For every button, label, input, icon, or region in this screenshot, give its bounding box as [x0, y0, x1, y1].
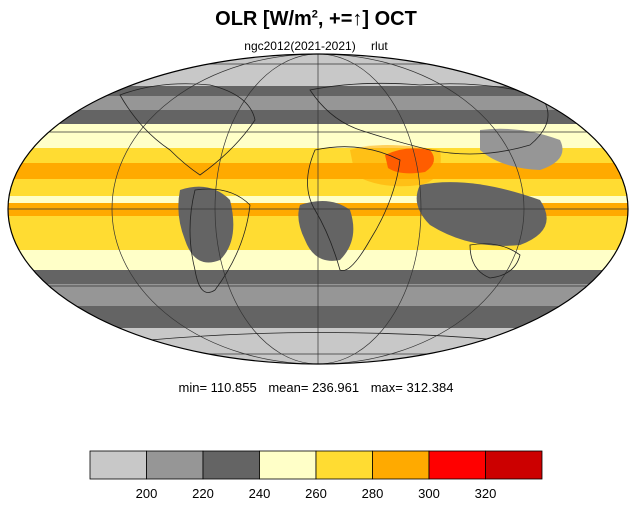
title-text: OLR [W/m: [215, 8, 312, 30]
colorbar-swatch: [146, 450, 204, 480]
australia: [469, 243, 521, 279]
title-superscript: 2: [311, 8, 318, 21]
subtitle-source: ngc2012(2021-2021): [244, 39, 356, 53]
africa: [307, 146, 401, 272]
antarctica: [149, 332, 501, 341]
colorbar-swatch: [372, 450, 430, 480]
stat-max: max= 312.384: [370, 380, 454, 395]
maritime-convection: [416, 182, 547, 246]
meridian-line: [111, 54, 525, 364]
stat-min: min= 110.855: [178, 380, 257, 395]
subtitle-variable: rlut: [371, 39, 388, 53]
sahara-warm: [350, 145, 441, 187]
up-arrow-icon: ↑: [352, 8, 363, 30]
colorbar-tick-label: 320: [474, 486, 497, 501]
colorbar-swatch: [259, 450, 317, 480]
colorbar-tick-label: 220: [192, 486, 214, 501]
stat-mean: mean= 236.961: [268, 380, 360, 395]
colorbar-tick-label: 240: [248, 486, 271, 501]
plot-title: OLR [W/m2, +=↑] OCT: [0, 8, 632, 31]
south-america: [189, 188, 251, 293]
colorbar-swatch: [428, 450, 486, 480]
colorbar-tick-label: 200: [135, 486, 158, 501]
colorbar-tick-label: 260: [305, 486, 327, 501]
subtitle: ngc2012(2021-2021) rlut: [0, 39, 632, 53]
coastlines: [119, 82, 549, 341]
title-suffix: , +=: [317, 8, 353, 30]
eurasia: [309, 82, 549, 155]
title-tail: ] OCT: [362, 8, 417, 30]
colorbar-swatch: [89, 450, 147, 480]
stats-line: min= 110.855 mean= 236.961 max= 312.384: [0, 380, 632, 395]
colorbar-swatch: [202, 450, 260, 480]
colorbar-swatch: [485, 450, 543, 480]
asia-cloud: [480, 128, 563, 170]
globe-outline: [7, 53, 629, 365]
colorbar-tick-label: 280: [361, 486, 384, 501]
colorbar-swatch: [315, 450, 373, 480]
north-america: [119, 83, 256, 176]
colorbar-tick-label: 300: [418, 486, 440, 501]
meridian-line: [214, 54, 422, 364]
